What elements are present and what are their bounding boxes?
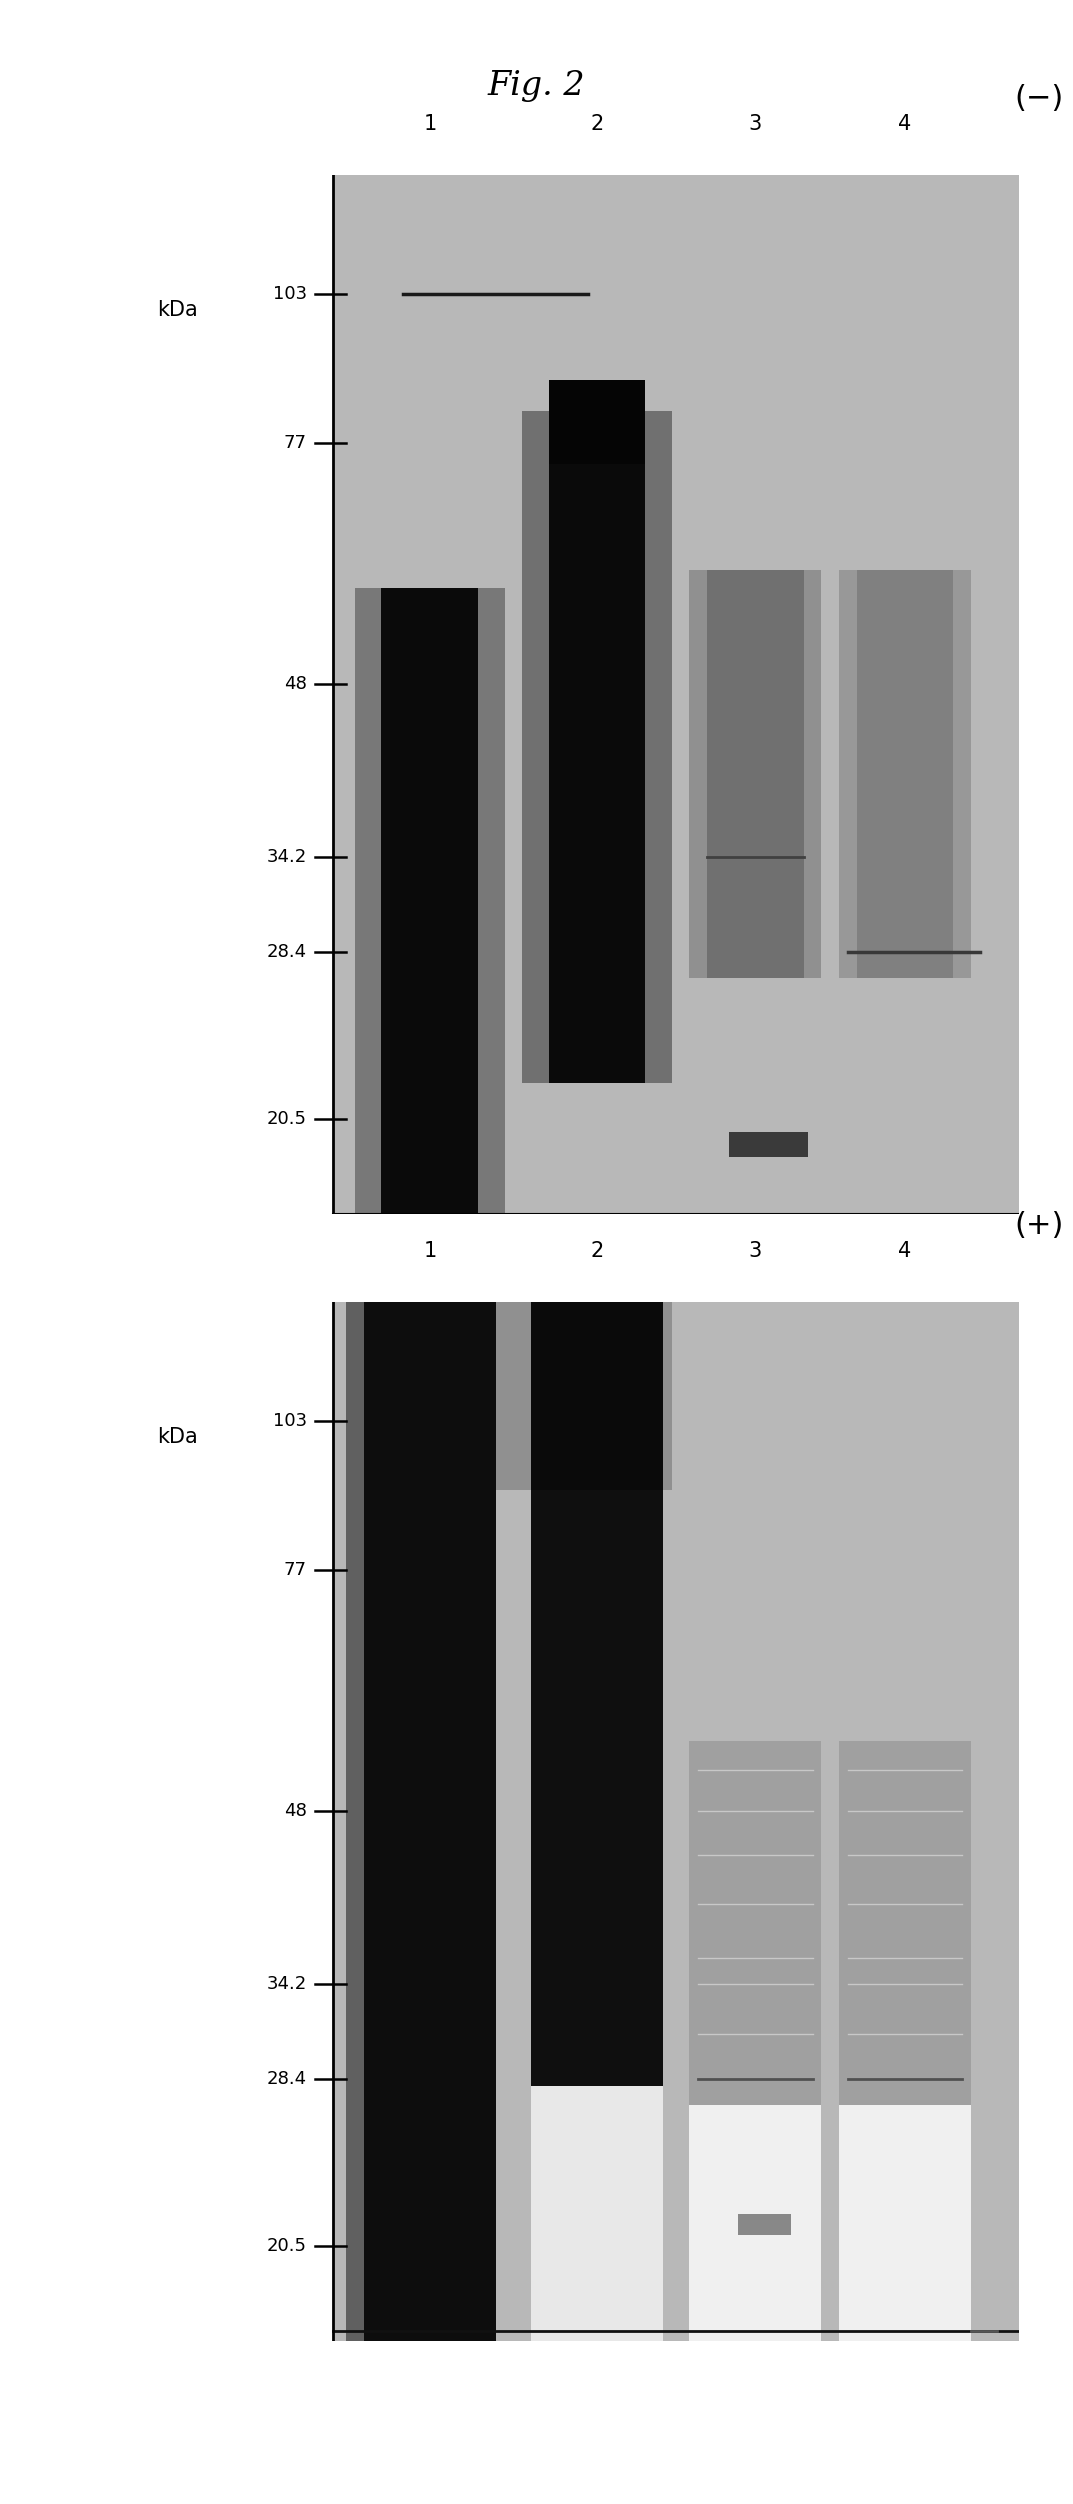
Bar bbox=[531, 1302, 663, 1490]
Bar bbox=[548, 411, 646, 1082]
Bar bbox=[689, 2106, 822, 2341]
Text: (−): (−) bbox=[1014, 85, 1063, 113]
Text: (+): (+) bbox=[1014, 1212, 1063, 1239]
Bar bbox=[347, 1302, 372, 2341]
Bar bbox=[355, 1302, 672, 1490]
Text: 34.2: 34.2 bbox=[266, 849, 307, 866]
Text: 1: 1 bbox=[423, 113, 437, 133]
Bar bbox=[738, 2214, 791, 2236]
Text: 77: 77 bbox=[283, 433, 307, 451]
Bar bbox=[364, 1302, 496, 2341]
Text: 2: 2 bbox=[590, 113, 604, 133]
Bar bbox=[689, 571, 822, 979]
Text: 103: 103 bbox=[273, 285, 307, 303]
Text: 3: 3 bbox=[749, 1239, 762, 1260]
Bar bbox=[531, 1490, 663, 2086]
Bar bbox=[355, 588, 504, 1214]
Bar bbox=[839, 1740, 971, 2106]
Bar bbox=[548, 381, 646, 463]
Text: kDa: kDa bbox=[157, 300, 197, 321]
Text: 77: 77 bbox=[283, 1560, 307, 1578]
Text: 4: 4 bbox=[898, 113, 912, 133]
Text: 2: 2 bbox=[590, 1239, 604, 1260]
Bar bbox=[531, 2086, 663, 2341]
Text: 34.2: 34.2 bbox=[266, 1976, 307, 1993]
Bar bbox=[689, 1740, 822, 2106]
Text: 48: 48 bbox=[283, 1803, 307, 1820]
Text: 28.4: 28.4 bbox=[266, 2071, 307, 2088]
Bar bbox=[523, 411, 672, 1082]
Bar bbox=[333, 175, 1019, 1214]
Bar bbox=[839, 2106, 971, 2341]
Text: kDa: kDa bbox=[157, 1427, 197, 1447]
Bar bbox=[839, 571, 971, 979]
Bar bbox=[856, 571, 953, 979]
Text: 20.5: 20.5 bbox=[267, 1109, 307, 1127]
Text: 103: 103 bbox=[273, 1412, 307, 1430]
Text: Fig. 2: Fig. 2 bbox=[488, 70, 585, 103]
Text: 3: 3 bbox=[749, 113, 762, 133]
Bar bbox=[707, 571, 804, 979]
Bar bbox=[382, 588, 479, 1214]
Text: 1: 1 bbox=[423, 1239, 437, 1260]
Bar bbox=[729, 1132, 808, 1157]
Bar bbox=[333, 1302, 1019, 2341]
Text: 48: 48 bbox=[283, 676, 307, 694]
Text: 28.4: 28.4 bbox=[266, 944, 307, 962]
Text: 4: 4 bbox=[898, 1239, 912, 1260]
Text: 20.5: 20.5 bbox=[267, 2236, 307, 2254]
